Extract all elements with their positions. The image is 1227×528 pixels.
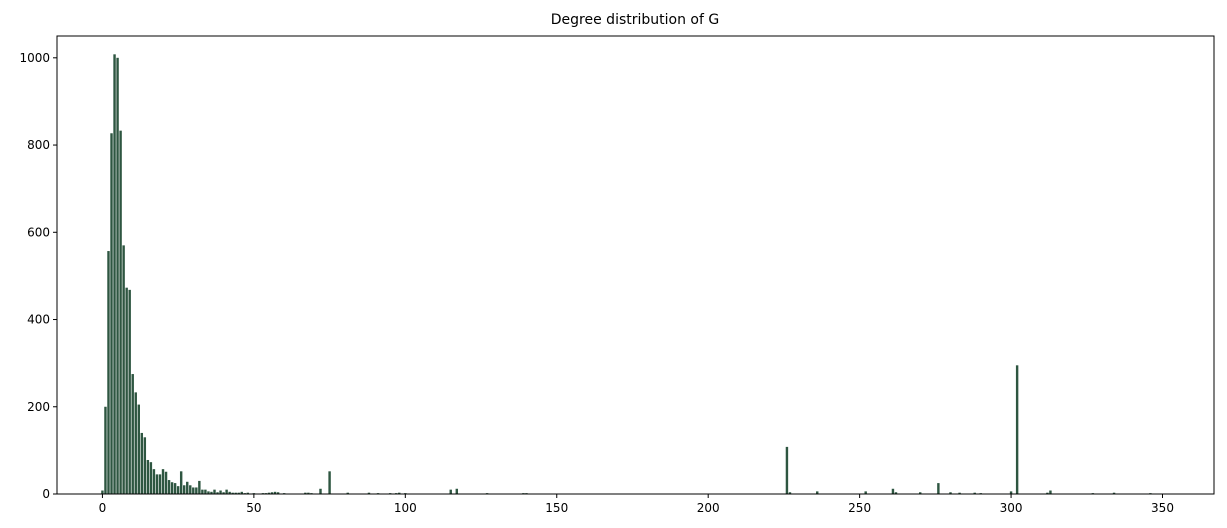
bar xyxy=(219,490,222,494)
x-axis-ticks: 0 50 100 150 200 250 300 350 xyxy=(99,494,1174,515)
bar xyxy=(216,492,219,494)
bar xyxy=(104,406,107,494)
bar xyxy=(161,469,165,494)
bar xyxy=(131,374,134,494)
bar xyxy=(267,492,271,494)
bar xyxy=(398,492,401,494)
bar xyxy=(304,492,307,494)
bar xyxy=(1015,365,1019,494)
x-tick-label: 300 xyxy=(1000,501,1023,515)
bar xyxy=(152,469,156,494)
bar xyxy=(110,133,113,494)
bar xyxy=(186,481,189,494)
bar xyxy=(119,130,122,494)
y-tick-label: 400 xyxy=(27,313,50,327)
x-tick-label: 250 xyxy=(848,501,871,515)
bar xyxy=(346,492,349,494)
y-tick-label: 600 xyxy=(27,225,50,239)
x-tick-label: 0 xyxy=(99,501,107,515)
bar xyxy=(116,57,119,495)
bar xyxy=(891,488,895,494)
x-tick-label: 350 xyxy=(1151,501,1174,515)
bar xyxy=(367,492,371,494)
bar xyxy=(176,486,180,494)
y-tick-label: 0 xyxy=(42,487,50,501)
bar xyxy=(140,432,144,494)
bar xyxy=(919,492,922,494)
bar xyxy=(455,488,459,494)
x-tick-label: 50 xyxy=(246,501,261,515)
x-tick-label: 200 xyxy=(697,501,720,515)
bar xyxy=(319,488,322,494)
bar xyxy=(1049,490,1052,494)
bar xyxy=(276,492,280,494)
bar xyxy=(270,492,274,494)
bar xyxy=(222,492,225,494)
chart-title: Degree distribution of G xyxy=(551,12,719,28)
bar xyxy=(240,491,243,494)
bar xyxy=(155,474,159,494)
bar xyxy=(449,489,452,494)
bar xyxy=(183,485,186,494)
bar xyxy=(164,471,168,494)
bar xyxy=(234,492,237,494)
bar xyxy=(949,492,952,494)
bar xyxy=(192,487,195,494)
bar xyxy=(146,459,150,494)
bar xyxy=(958,492,961,494)
bar xyxy=(113,54,116,494)
bar xyxy=(307,492,310,494)
bar xyxy=(149,462,153,494)
bar xyxy=(213,489,216,494)
plot-frame xyxy=(56,35,1215,495)
x-tick-label: 100 xyxy=(394,501,417,515)
bar xyxy=(210,491,213,494)
bar xyxy=(137,404,140,494)
bar xyxy=(328,471,331,494)
bar xyxy=(207,491,210,494)
bar xyxy=(134,392,137,494)
bar xyxy=(788,492,792,494)
bar xyxy=(937,483,940,494)
bar xyxy=(785,446,789,494)
bar xyxy=(201,489,204,494)
bar xyxy=(170,482,174,494)
bar xyxy=(107,251,110,494)
bar xyxy=(973,492,976,494)
x-tick-label: 150 xyxy=(545,501,568,515)
bar xyxy=(143,437,147,494)
y-tick-label: 1000 xyxy=(19,51,50,65)
bar xyxy=(101,490,104,494)
bar xyxy=(246,492,250,494)
y-tick-label: 200 xyxy=(27,400,50,414)
bar xyxy=(128,289,131,494)
bar xyxy=(864,491,867,494)
bar xyxy=(167,480,171,494)
bar xyxy=(179,471,183,494)
bar xyxy=(273,491,277,494)
bar xyxy=(1009,491,1013,494)
y-axis-ticks: 0 200 400 600 800 1000 xyxy=(19,51,57,501)
bar xyxy=(816,491,819,494)
bar xyxy=(189,485,192,494)
bar xyxy=(228,491,231,494)
bar xyxy=(158,474,162,494)
bar xyxy=(1112,492,1116,494)
bar xyxy=(125,287,128,494)
bar xyxy=(225,489,228,494)
bar xyxy=(894,492,898,494)
bar xyxy=(122,245,125,494)
bar xyxy=(204,489,207,494)
bar xyxy=(237,492,240,494)
bar xyxy=(173,483,177,494)
bar xyxy=(195,487,198,494)
bar xyxy=(198,480,201,494)
bar xyxy=(231,492,234,494)
bar xyxy=(1046,492,1049,494)
y-tick-label: 800 xyxy=(27,138,50,152)
